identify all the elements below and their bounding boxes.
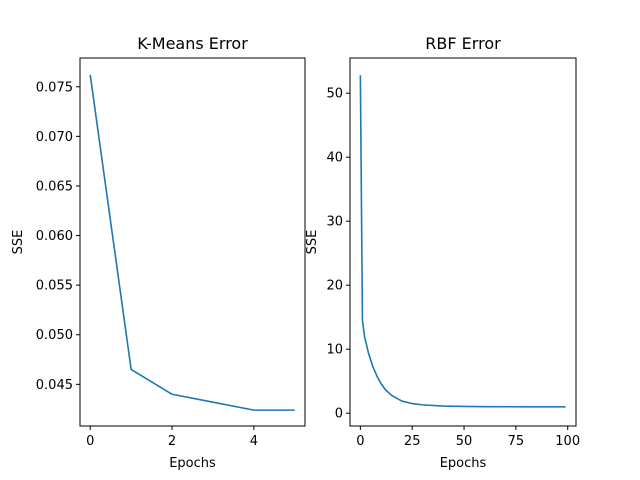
x-tick-label: 100 — [555, 434, 580, 449]
y-axis-label: SSE — [305, 230, 320, 255]
y-tick-label: 40 — [326, 151, 343, 166]
plot-frame — [79, 57, 306, 427]
x-axis-label: Epochs — [440, 456, 487, 471]
kmeans-error-chart: K-Means Error Epochs SSE 0 2 4 0.045 0.050 0.… — [11, 34, 306, 471]
y-tick-label: 0.070 — [36, 130, 73, 145]
x-tick-label: 2 — [168, 434, 176, 449]
x-tick-label: 0 — [86, 434, 94, 449]
plot-frame — [349, 57, 577, 427]
x-tick-label: 0 — [356, 434, 364, 449]
y-tick-label: 0.055 — [36, 279, 73, 294]
y-tick-label: 0.045 — [36, 378, 73, 393]
y-tick-label: 10 — [326, 343, 343, 358]
y-axis-label: SSE — [11, 230, 26, 255]
y-tick-label: 0.050 — [36, 328, 73, 343]
y-tick-label: 0.065 — [36, 179, 73, 194]
chart-title: K-Means Error — [137, 34, 248, 53]
x-tick-label: 75 — [508, 434, 525, 449]
y-tick-label: 20 — [326, 279, 343, 294]
chart-title: RBF Error — [425, 34, 501, 53]
series-line — [89, 74, 295, 411]
rbf-error-chart: RBF Error Epochs SSE 0 25 50 75 100 0 10 20 30 40… — [305, 34, 580, 471]
y-tick-label: 50 — [326, 87, 343, 102]
x-tick-label: 50 — [456, 434, 473, 449]
x-tick-label: 4 — [250, 434, 258, 449]
series-line — [359, 75, 566, 408]
y-tick-label: 0.075 — [36, 80, 73, 95]
y-tick-label: 0.060 — [36, 229, 73, 244]
x-axis-label: Epochs — [169, 456, 216, 471]
x-tick-label: 25 — [404, 434, 421, 449]
y-tick-label: 0 — [335, 407, 343, 422]
y-tick-label: 30 — [326, 215, 343, 230]
